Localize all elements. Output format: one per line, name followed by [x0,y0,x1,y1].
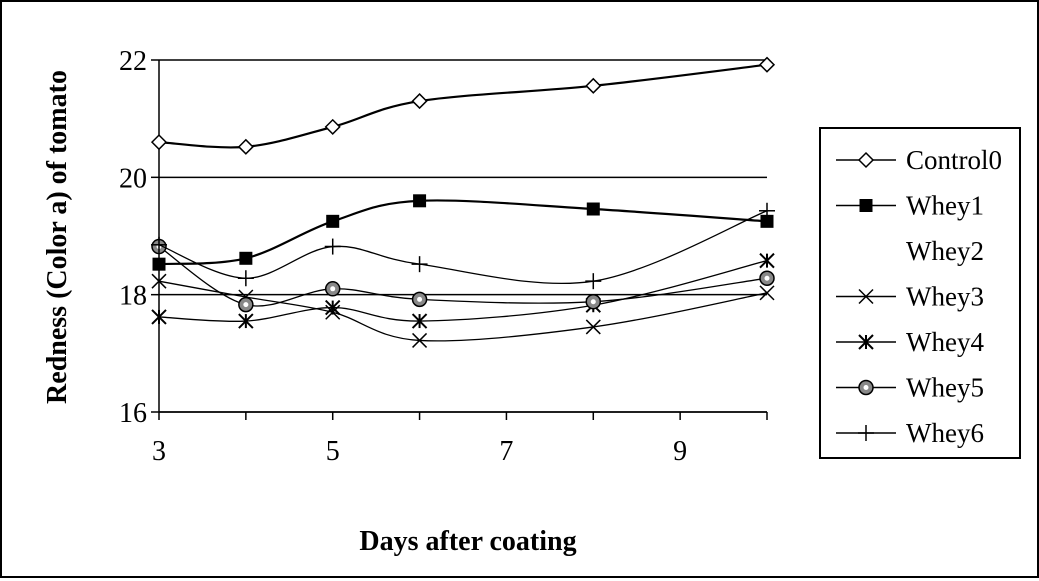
legend-marker-whey3 [858,288,874,305]
legend-marker-whey5 [858,379,874,396]
legend-label-whey2: Whey2 [906,236,984,266]
point-whey1-6 [413,194,427,208]
point-whey6-3 [151,236,167,253]
y-tick-label-18: 18 [119,281,147,312]
point-whey1-3 [152,257,166,271]
point-whey5-4 [238,296,254,313]
point-whey4-5 [325,299,341,316]
legend-label-whey3: Whey3 [906,282,984,312]
series-lines [150,56,776,348]
point-whey4-6 [411,313,428,329]
point-whey1-5 [326,214,340,228]
series-whey1 [152,194,774,271]
x-axis-title: Days after coating [359,526,576,557]
x-tick-label-9: 9 [673,436,687,467]
legend-label-whey6: Whey6 [906,418,984,448]
point-whey4-3 [151,309,167,325]
x-tick-label-7: 7 [499,436,513,467]
series-whey4 [151,252,775,329]
point-whey1-8 [586,202,600,216]
series-whey6 [151,202,775,290]
point-whey4-4 [238,313,254,329]
point-whey1-4 [239,251,253,265]
legend-marker-control0 [857,151,875,169]
legend-marker-whey1 [859,199,873,212]
point-whey5-8 [585,293,602,310]
legend: Control0 Whey1 Whey2 Whey3 Whey4 Whey5 Whey6 [819,127,1021,459]
point-whey5-5 [324,281,341,297]
point-control0-3 [150,134,168,151]
point-whey3-10 [759,285,775,301]
x-tick-label-5: 5 [326,436,340,467]
y-tick-label-22: 22 [119,46,147,77]
gridlines [159,59,767,413]
legend-box [819,127,1021,459]
series-line-whey6 [158,210,768,284]
legend-label-control0: Control0 [906,145,1002,175]
axes: 16 18 20 22 3 5 7 9 [119,46,768,467]
point-whey3-3 [151,273,167,289]
legend-label-whey1: Whey1 [906,191,984,221]
y-tick-label-16: 16 [119,398,147,429]
series-control0 [150,56,776,155]
point-whey6-10 [759,202,775,219]
point-whey5-6 [411,291,428,308]
point-control0-8 [585,77,602,94]
point-control0-5 [324,118,341,135]
point-whey6-4 [237,270,254,287]
point-control0-10 [758,56,776,73]
point-whey6-6 [411,256,428,273]
point-whey1-10 [760,214,774,228]
y-axis-title: Redness (Color a) of tomato [42,70,73,404]
point-whey6-5 [324,238,341,255]
point-whey4-10 [759,252,775,269]
x-tick-label-3: 3 [152,436,166,467]
point-whey5-10 [759,270,775,286]
point-whey3-6 [412,332,428,348]
series-line-control0 [158,63,768,149]
legend-label-whey4: Whey4 [906,327,984,357]
legend-marker-whey6 [858,425,874,441]
legend-label-whey5: Whey5 [906,373,984,403]
point-whey3-8 [585,319,601,335]
point-whey6-8 [585,273,602,290]
point-control0-4 [237,138,254,155]
legend-marker-whey4 [858,334,874,350]
point-control0-6 [411,93,428,110]
y-tick-label-20: 20 [119,163,147,194]
